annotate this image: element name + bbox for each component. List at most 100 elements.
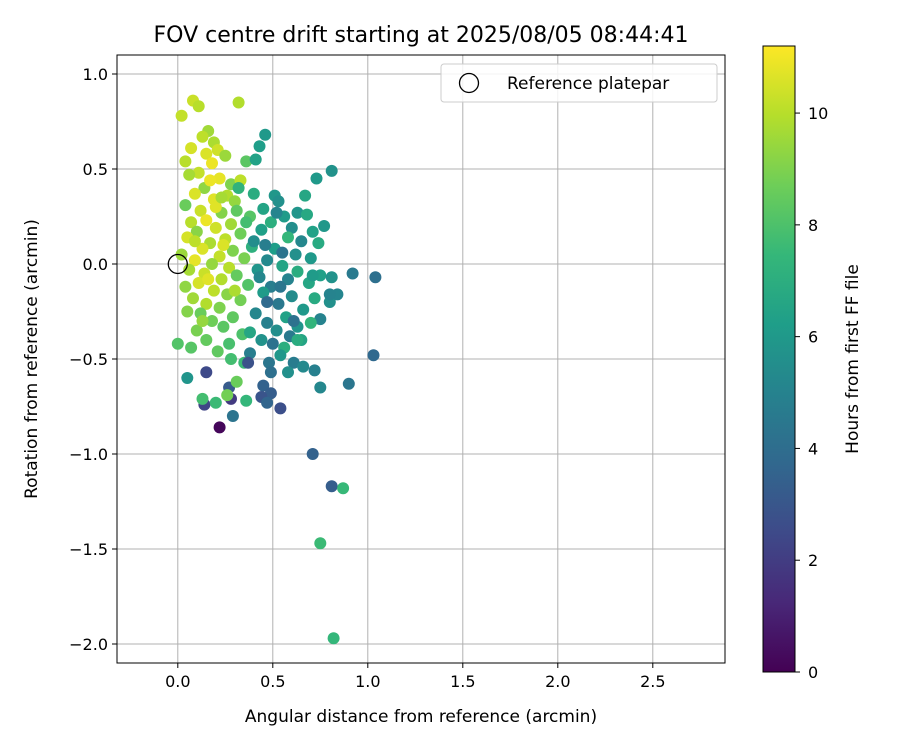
data-point xyxy=(257,286,270,299)
data-point xyxy=(223,261,236,274)
data-point xyxy=(244,347,256,360)
data-point xyxy=(181,305,194,318)
data-point xyxy=(240,394,253,407)
data-point xyxy=(215,273,228,286)
data-point xyxy=(272,195,285,208)
data-point xyxy=(213,250,226,263)
data-point xyxy=(314,537,327,550)
data-point xyxy=(200,297,213,310)
data-point xyxy=(209,221,222,234)
colorbar-gradient xyxy=(762,45,796,673)
data-point xyxy=(226,244,239,257)
data-point xyxy=(181,372,194,384)
data-point xyxy=(196,315,209,327)
y-axis-ticks: 1.0 0.5 0.0 −0.5 −1.0 −1.5 −2.0 xyxy=(69,65,117,654)
data-point xyxy=(295,235,308,248)
data-point xyxy=(194,204,207,217)
data-point xyxy=(261,296,274,308)
data-point xyxy=(261,316,274,329)
data-point xyxy=(213,172,226,185)
data-point xyxy=(217,239,230,251)
data-point xyxy=(234,227,247,240)
data-point xyxy=(228,195,241,208)
data-point xyxy=(276,259,289,272)
data-point xyxy=(171,337,184,350)
data-point xyxy=(185,341,198,354)
data-point xyxy=(297,360,310,373)
data-point xyxy=(223,337,236,350)
data-point xyxy=(211,345,224,358)
colorbar-tick-label: 6 xyxy=(808,328,818,347)
data-point xyxy=(200,147,213,160)
data-point xyxy=(287,315,300,327)
reference-platepar-marker xyxy=(167,253,188,275)
x-tick-label: 1.0 xyxy=(355,672,380,691)
data-point xyxy=(192,277,205,289)
y-tick-label: 0.5 xyxy=(83,160,108,179)
data-point xyxy=(264,387,277,400)
data-point xyxy=(276,246,289,259)
data-point xyxy=(342,377,355,390)
data-point xyxy=(274,280,287,293)
data-point xyxy=(247,187,260,200)
data-point xyxy=(232,182,245,194)
colorbar-tick-label: 2 xyxy=(808,551,818,570)
data-point xyxy=(306,225,319,238)
data-point xyxy=(282,273,294,286)
data-point xyxy=(200,366,213,379)
data-point xyxy=(200,334,213,346)
data-point xyxy=(179,199,192,212)
data-point xyxy=(289,248,302,261)
data-point xyxy=(240,216,253,229)
data-point xyxy=(204,174,217,187)
y-axis-label: Rotation from reference (arcmin) xyxy=(22,219,42,499)
data-point xyxy=(261,396,274,409)
data-point xyxy=(304,252,317,265)
data-point xyxy=(282,231,294,244)
data-point xyxy=(230,269,243,282)
colorbar-tick-label: 0 xyxy=(808,663,818,682)
data-point xyxy=(202,273,215,286)
data-point xyxy=(192,100,205,113)
data-point xyxy=(285,221,298,234)
data-point xyxy=(291,265,304,278)
data-points xyxy=(171,94,382,645)
data-point xyxy=(301,208,313,221)
data-point xyxy=(215,191,228,204)
y-tick-label: −2.0 xyxy=(69,635,108,654)
y-tick-label: 0.0 xyxy=(83,255,108,274)
data-point xyxy=(306,448,319,460)
y-tick-label: −1.5 xyxy=(69,540,108,559)
data-point xyxy=(257,202,270,215)
data-point xyxy=(242,278,255,291)
legend-label-reference-platepar: Reference platepar xyxy=(507,74,669,94)
y-tick-label: 1.0 xyxy=(83,65,108,84)
data-point xyxy=(299,189,312,202)
data-point xyxy=(240,155,253,168)
data-point xyxy=(234,294,247,307)
data-point xyxy=(238,252,251,265)
data-point xyxy=(308,292,321,305)
data-point xyxy=(249,153,262,166)
data-point xyxy=(190,225,203,238)
data-point xyxy=(225,353,237,365)
colorbar-tick-label: 10 xyxy=(808,104,828,123)
data-point xyxy=(270,206,283,219)
data-point xyxy=(230,375,243,388)
data-point xyxy=(219,149,232,162)
data-point xyxy=(185,142,198,155)
x-tick-label: 1.5 xyxy=(450,672,475,691)
data-point xyxy=(190,324,203,337)
colorbar-tick-label: 8 xyxy=(808,216,818,235)
x-tick-label: 2.0 xyxy=(545,672,570,691)
data-point xyxy=(306,269,319,282)
data-point xyxy=(287,356,300,369)
data-point xyxy=(297,303,310,316)
data-point xyxy=(253,140,266,153)
data-point xyxy=(257,379,270,392)
data-point xyxy=(196,242,209,255)
y-tick-label: −0.5 xyxy=(69,350,108,369)
data-point xyxy=(188,254,201,267)
colorbar-ticks: 0 2 4 6 8 10 xyxy=(795,104,828,682)
